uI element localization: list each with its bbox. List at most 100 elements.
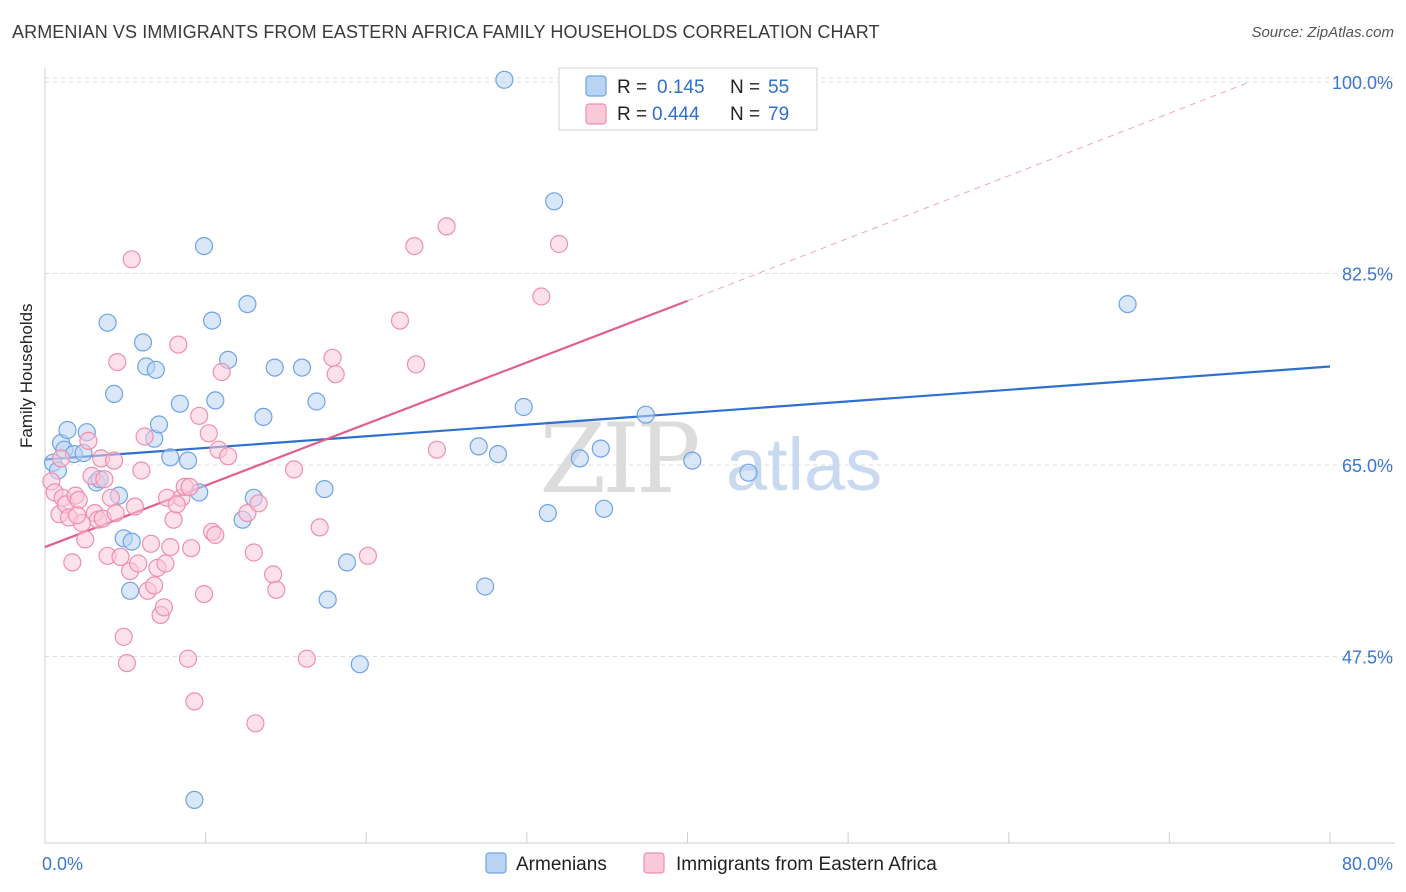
point-eastern-africa [406,355,426,374]
point-armenians [238,295,257,314]
stats-r-value-2: 0.444 [652,104,700,125]
point-armenians [161,448,180,467]
stats-swatch-armenians [585,75,607,97]
y-tick-label: 82.5% [1342,264,1393,284]
legend-label-eastern-africa: Immigrants from Eastern Africa [676,854,937,875]
point-armenians [337,553,357,572]
point-armenians [203,311,222,330]
point-eastern-africa [323,348,342,367]
point-eastern-africa [212,362,231,382]
point-eastern-africa [108,353,127,372]
point-eastern-africa [76,530,95,549]
point-eastern-africa [246,714,265,733]
point-eastern-africa [390,311,410,330]
chart-title: ARMENIAN VS IMMIGRANTS FROM EASTERN AFRI… [12,22,880,42]
point-eastern-africa [182,539,201,558]
point-eastern-africa [284,460,304,479]
point-armenians [495,70,514,89]
point-eastern-africa [219,447,238,466]
point-armenians [307,392,326,411]
point-eastern-africa [180,477,199,496]
stats-n-value-1: 55 [768,77,789,98]
point-armenians [683,451,702,470]
x-tick-label: 80.0% [1342,854,1393,874]
point-eastern-africa [125,497,144,516]
point-armenians [133,333,153,352]
point-armenians [146,360,165,379]
point-armenians [292,358,312,377]
point-armenians [122,532,141,551]
stats-r-value-1: 0.145 [657,77,705,98]
point-eastern-africa [437,217,456,236]
point-eastern-africa [185,692,204,711]
legend-swatch-armenians [485,852,507,874]
point-eastern-africa [122,250,141,269]
point-eastern-africa [178,649,198,668]
stats-n-label-1: N = [730,77,760,98]
stats-n-label-2: N = [730,104,760,125]
point-eastern-africa [264,565,283,584]
point-eastern-africa [111,547,130,567]
point-eastern-africa [549,234,569,254]
point-eastern-africa [297,649,316,668]
point-eastern-africa [141,534,161,553]
point-eastern-africa [104,451,124,470]
point-eastern-africa [154,598,173,617]
gridlines [45,77,1395,658]
point-eastern-africa [199,424,218,443]
point-eastern-africa [190,406,209,425]
point-eastern-africa [69,490,88,510]
y-tick-label: 100.0% [1332,73,1393,93]
point-eastern-africa [249,494,268,513]
point-eastern-africa [117,653,137,673]
stats-swatch-eastern-africa [585,103,607,125]
x-tick-label: 0.0% [42,854,83,874]
trend-extension-eastern-africa [687,81,1250,302]
point-armenians [514,397,533,417]
point-eastern-africa [405,237,424,256]
legend-swatch-eastern-africa [643,852,665,874]
point-armenians [476,577,495,596]
point-eastern-africa [79,431,98,450]
point-armenians [594,499,614,518]
point-armenians [469,437,488,456]
point-eastern-africa [164,510,183,529]
point-eastern-africa [129,554,148,573]
point-armenians [636,405,655,424]
point-armenians [488,445,508,464]
point-armenians [149,415,169,434]
point-armenians [98,313,117,332]
point-eastern-africa [358,546,377,565]
point-armenians [591,439,610,458]
series-legend: Armenians Immigrants from Eastern Africa [485,852,937,875]
y-tick-label: 65.0% [1342,456,1393,476]
tick-labels: 47.5% 65.0% 82.5% 100.0% 0.0% 80.0% [42,73,1393,874]
point-eastern-africa [95,470,114,489]
point-eastern-africa [326,365,345,384]
trend-line-eastern-africa [44,299,688,549]
watermark-zip: ZIP [539,403,698,515]
point-armenians [350,655,369,674]
point-eastern-africa [532,287,551,306]
point-eastern-africa [167,495,186,514]
point-eastern-africa [169,335,188,354]
point-eastern-africa [156,554,175,573]
source-label: Source: ZipAtlas.com [1251,24,1394,41]
point-eastern-africa [106,503,125,523]
data-points [42,70,1137,810]
point-armenians [545,192,564,211]
point-armenians [1118,295,1137,314]
point-eastern-africa [101,488,121,507]
stats-n-value-2: 79 [768,104,789,125]
point-eastern-africa [267,580,286,599]
point-eastern-africa [114,627,133,646]
point-armenians [254,407,273,426]
legend-label-armenians: Armenians [516,854,607,875]
point-eastern-africa [132,461,151,480]
point-armenians [58,420,77,440]
point-eastern-africa [427,440,446,459]
point-armenians [318,590,337,609]
stats-legend: R = 0.145 N = 55 R = 0.444 N = 79 [558,67,818,131]
point-armenians [121,581,140,600]
